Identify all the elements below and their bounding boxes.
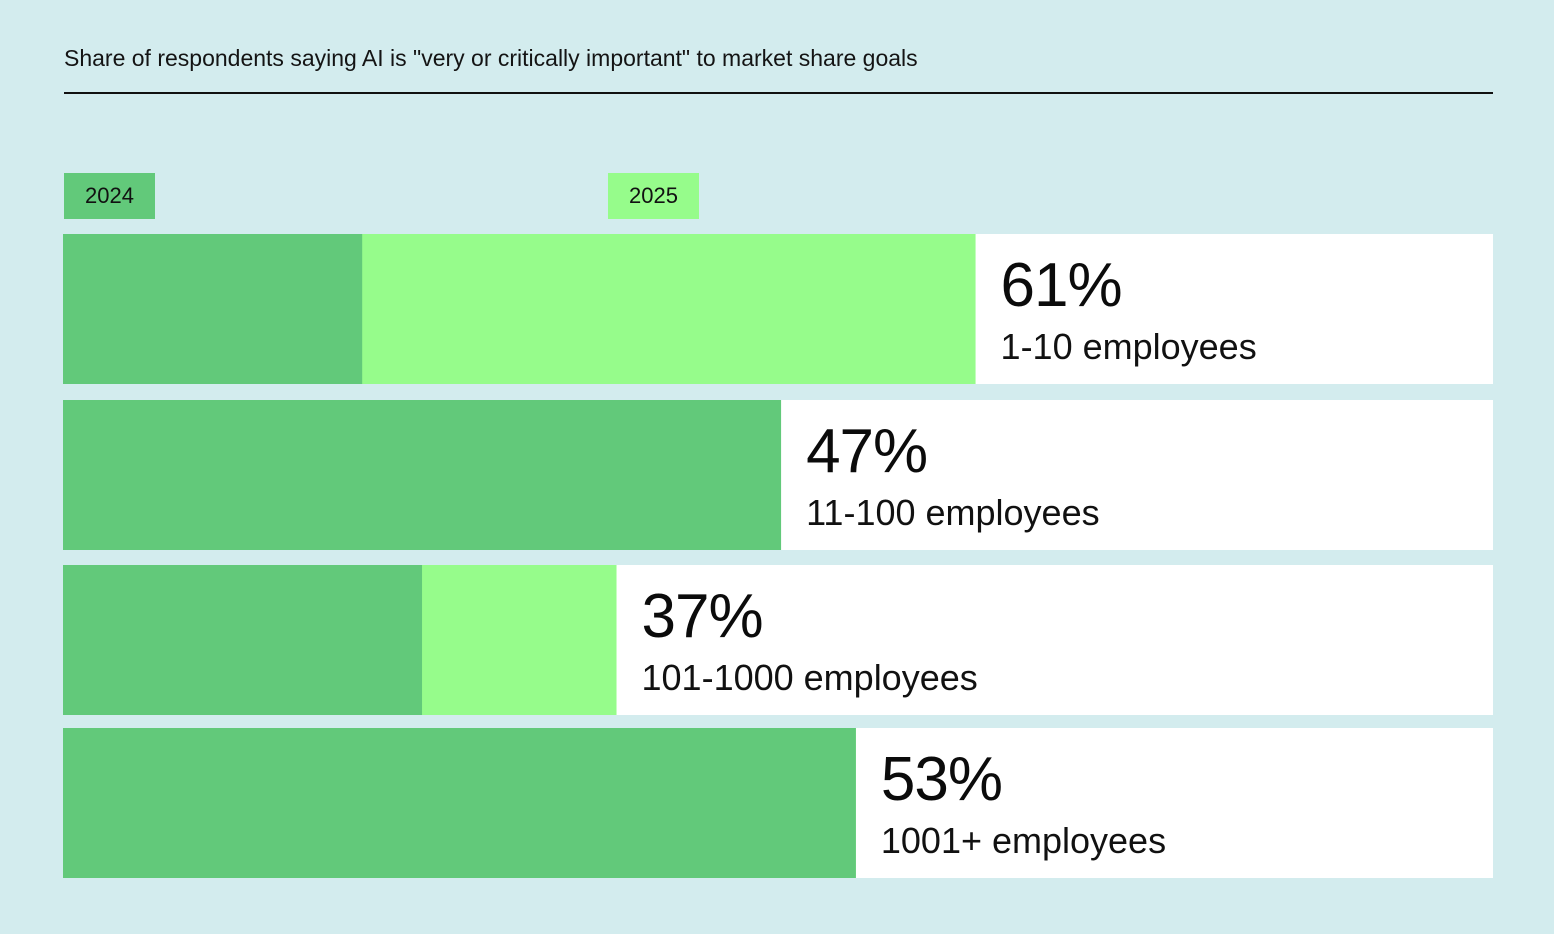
chart-title: Share of respondents saying AI is "very … bbox=[64, 45, 918, 71]
bar-2024-4 bbox=[63, 728, 856, 878]
category-label-3: 101-1000 employees bbox=[642, 657, 978, 698]
category-label-2: 11-100 employees bbox=[806, 492, 1100, 533]
bar-2024-1 bbox=[63, 234, 363, 384]
legend-2024: 2024 bbox=[64, 173, 155, 219]
data-label-4: 53% bbox=[881, 745, 1002, 814]
legend-2025: 2025 bbox=[608, 173, 699, 219]
data-label-3: 37% bbox=[642, 582, 763, 651]
data-label-1: 61% bbox=[1001, 251, 1122, 320]
bar-2024-3 bbox=[63, 565, 423, 715]
legend-2025-label: 2025 bbox=[629, 183, 678, 208]
bar-2024-2 bbox=[63, 400, 782, 550]
category-label-4: 1001+ employees bbox=[881, 820, 1166, 861]
title-divider bbox=[64, 92, 1493, 94]
category-label-1: 1-10 employees bbox=[1001, 326, 1257, 367]
legend-2024-label: 2024 bbox=[85, 183, 134, 208]
data-label-2: 47% bbox=[806, 417, 927, 486]
